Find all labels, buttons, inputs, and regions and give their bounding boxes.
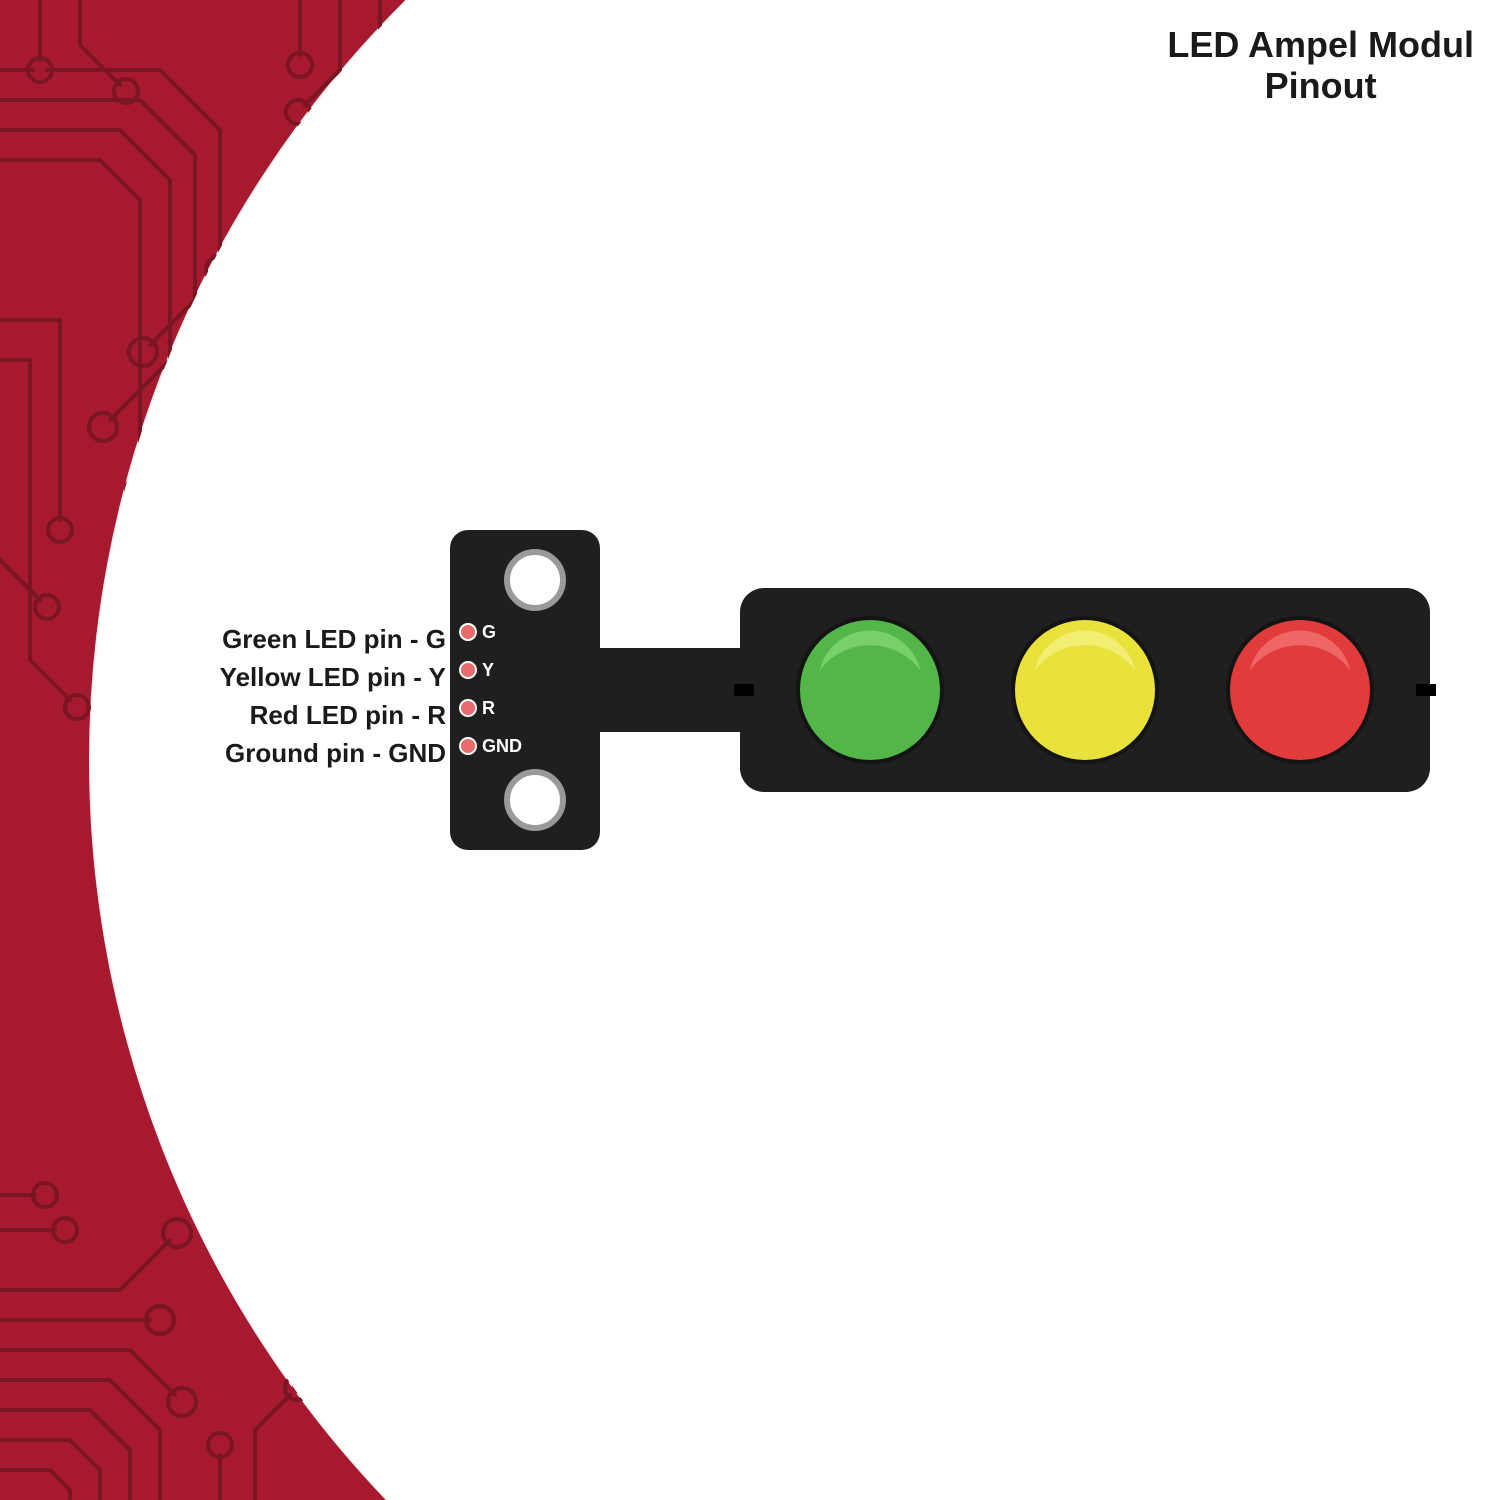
mount-hole-bottom <box>507 772 563 828</box>
pin-dot-y <box>460 662 476 678</box>
pin-label-g: Green LED pin - G <box>220 620 446 658</box>
pin-code-r: R <box>482 698 495 718</box>
title: LED Ampel Modul Pinout <box>1167 24 1474 107</box>
notch-2 <box>1416 684 1436 696</box>
module-neck <box>596 648 744 732</box>
yellow-led <box>1011 616 1159 764</box>
pin-dot-r <box>460 700 476 716</box>
red-led <box>1226 616 1374 764</box>
notch-1 <box>734 684 754 696</box>
pin-dot-g <box>460 624 476 640</box>
stage: LED Ampel Modul Pinout Green LED pin - G… <box>0 0 1500 1500</box>
led-traffic-module: GYR GND <box>450 530 1440 860</box>
mount-hole-top <box>507 552 563 608</box>
pin-code-gnd: GND <box>482 736 522 756</box>
green-led <box>796 616 944 764</box>
pin-labels: Green LED pin - GYellow LED pin - YRed L… <box>220 620 446 772</box>
title-line1: LED Ampel Modul <box>1167 24 1474 65</box>
pin-label-y: Yellow LED pin - Y <box>220 658 446 696</box>
pin-dot-gnd <box>460 738 476 754</box>
pin-label-gnd: Ground pin - GND <box>220 734 446 772</box>
pin-label-r: Red LED pin - R <box>220 696 446 734</box>
title-line2: Pinout <box>1167 65 1474 106</box>
pin-code-g: G <box>482 622 496 642</box>
pin-code-y: Y <box>482 660 494 680</box>
